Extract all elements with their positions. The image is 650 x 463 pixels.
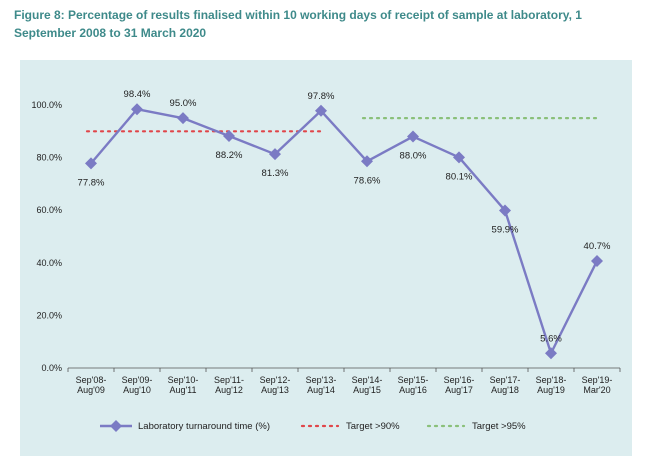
data-label: 80.1%	[446, 171, 473, 182]
x-tick-label: Sep'17-	[490, 375, 521, 385]
turnaround-line-chart: 0.0%20.0%40.0%60.0%80.0%100.0%Sep'08-Aug…	[31, 89, 621, 432]
legend-target-95-label: Target >95%	[472, 421, 526, 432]
legend-series-marker	[110, 420, 122, 432]
y-tick-label: 20.0%	[36, 310, 62, 320]
data-point-marker	[177, 112, 189, 125]
x-tick-label: Aug'15	[353, 385, 381, 395]
data-label: 81.3%	[262, 168, 289, 179]
x-tick-label: Sep'15-	[398, 375, 429, 385]
data-point-marker	[223, 130, 235, 143]
x-tick-label: Aug'19	[537, 385, 565, 395]
x-tick-label: Aug'16	[399, 385, 427, 395]
data-point-marker	[453, 151, 465, 164]
data-point-marker	[131, 103, 143, 116]
data-label: 98.4%	[124, 89, 151, 100]
x-tick-label: Sep'19-	[582, 375, 613, 385]
figure-title: Figure 8: Percentage of results finalise…	[14, 8, 582, 40]
data-label: 5.6%	[540, 333, 562, 344]
x-tick-label: Mar'20	[583, 385, 610, 395]
y-tick-label: 40.0%	[36, 258, 62, 268]
y-tick-label: 100.0%	[31, 100, 62, 110]
legend-target-90-label: Target >90%	[346, 421, 400, 432]
data-label: 78.6%	[354, 175, 381, 186]
chart-panel: 0.0% 20.0% 40.0% 60.0% 80.0% 100.0% Sep'08- Aug…	[20, 60, 632, 456]
x-tick-label: Aug'12	[215, 385, 243, 395]
x-tick-label: Sep'18-	[536, 375, 567, 385]
x-tick-label: Sep'09-	[122, 375, 153, 385]
data-label: 77.8%	[78, 177, 105, 188]
x-tick-label: Sep'13-	[306, 375, 337, 385]
y-tick-label: 0.0%	[41, 363, 62, 373]
data-label: 97.8%	[308, 91, 335, 102]
data-point-marker	[407, 130, 419, 143]
x-tick-label: Aug'13	[261, 385, 289, 395]
data-label: 88.0%	[400, 151, 427, 162]
x-tick-label: Sep'08-	[76, 375, 107, 385]
x-tick-label: Aug'11	[169, 385, 196, 395]
data-label: 59.9%	[492, 224, 519, 235]
y-tick-label: 80.0%	[36, 153, 62, 163]
data-point-marker	[315, 104, 327, 117]
x-tick-label: Aug'09	[77, 385, 105, 395]
x-tick-label: Aug'18	[491, 385, 519, 395]
x-tick-label: Aug'10	[123, 385, 151, 395]
data-point-marker	[499, 204, 511, 217]
x-tick-label: Sep'12-	[260, 375, 291, 385]
x-tick-label: Sep'14-	[352, 375, 383, 385]
legend-series-label: Laboratory turnaround time (%)	[138, 421, 270, 432]
x-tick-label: Sep'10-	[168, 375, 199, 385]
data-label: 88.2%	[216, 150, 243, 161]
data-point-marker	[361, 155, 373, 168]
data-point-marker	[545, 347, 557, 360]
data-label: 95.0%	[170, 98, 197, 109]
series-line	[90, 108, 599, 355]
x-tick-label: Aug'17	[445, 385, 473, 395]
x-tick-label: Sep'16-	[444, 375, 475, 385]
data-label: 40.7%	[584, 241, 611, 252]
x-tick-label: Sep'11-	[214, 375, 244, 385]
y-tick-label: 60.0%	[36, 205, 62, 215]
x-tick-label: Aug'14	[307, 385, 335, 395]
data-point-marker	[269, 148, 281, 161]
data-point-marker	[591, 254, 603, 267]
data-point-marker	[85, 157, 97, 170]
